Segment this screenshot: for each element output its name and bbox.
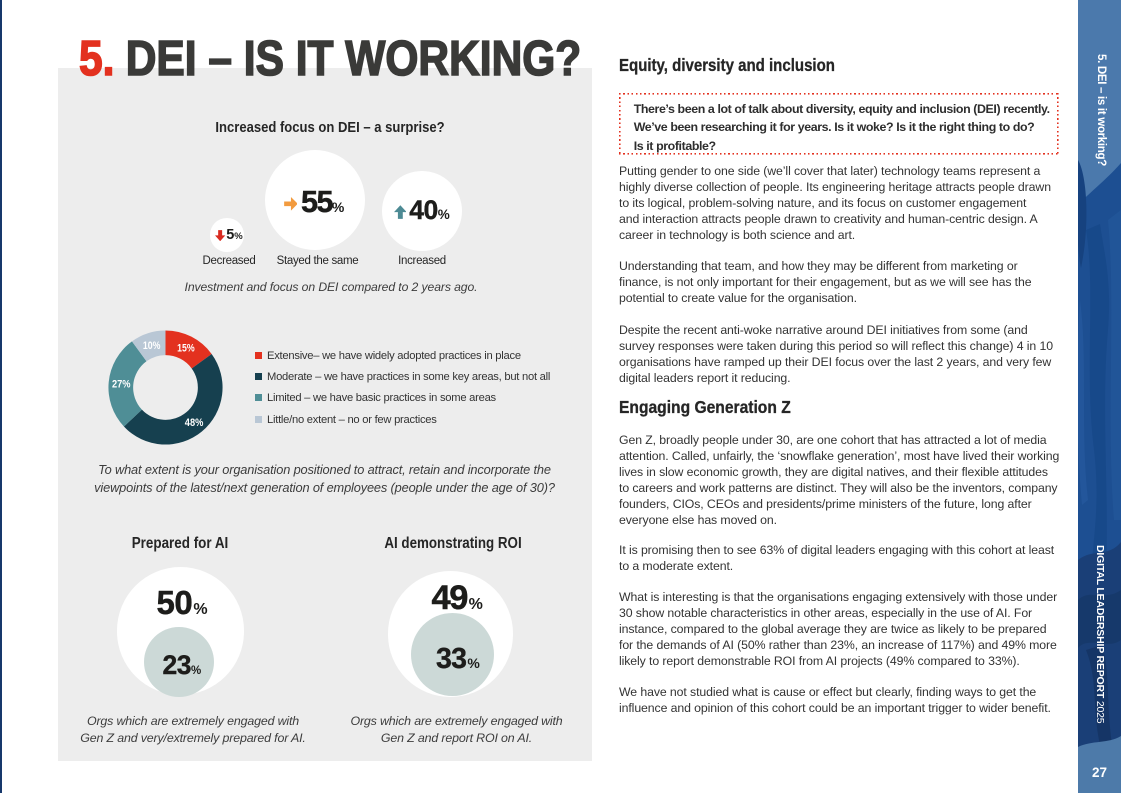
svg-text:27%: 27% (112, 378, 131, 390)
svg-text:10%: 10% (143, 339, 161, 351)
svg-text:48%: 48% (185, 417, 204, 429)
svg-text:15%: 15% (177, 342, 195, 354)
